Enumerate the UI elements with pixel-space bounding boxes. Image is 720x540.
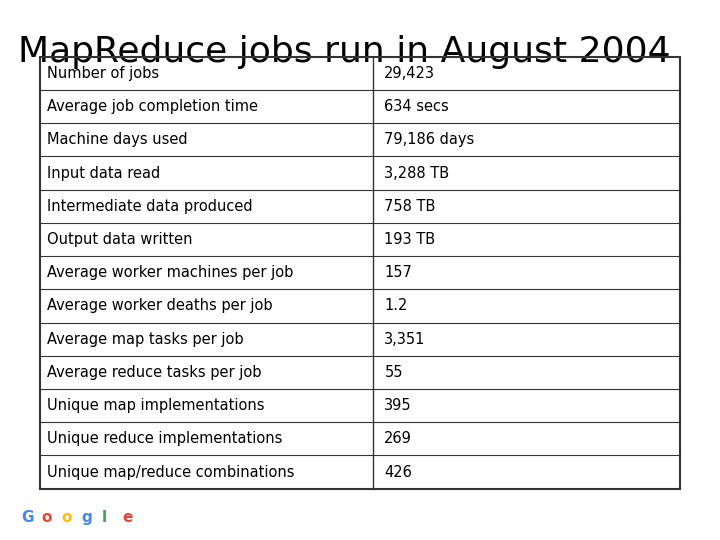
- Text: 395: 395: [384, 398, 412, 413]
- Text: Intermediate data produced: Intermediate data produced: [48, 199, 253, 214]
- Text: e: e: [122, 510, 132, 524]
- Text: Output data written: Output data written: [48, 232, 193, 247]
- Text: 79,186 days: 79,186 days: [384, 132, 474, 147]
- Text: 29,423: 29,423: [384, 66, 436, 81]
- Text: MapReduce jobs run in August 2004: MapReduce jobs run in August 2004: [18, 35, 670, 69]
- Text: 3,351: 3,351: [384, 332, 426, 347]
- Text: 1.2: 1.2: [384, 299, 408, 313]
- Text: o: o: [42, 510, 52, 524]
- Text: 157: 157: [384, 265, 413, 280]
- Text: 269: 269: [384, 431, 413, 447]
- Text: Average worker machines per job: Average worker machines per job: [48, 265, 294, 280]
- Text: Machine days used: Machine days used: [48, 132, 188, 147]
- Text: 193 TB: 193 TB: [384, 232, 436, 247]
- Text: Unique reduce implementations: Unique reduce implementations: [48, 431, 283, 447]
- Text: Average job completion time: Average job completion time: [48, 99, 258, 114]
- Text: 634 secs: 634 secs: [384, 99, 449, 114]
- Text: Average worker deaths per job: Average worker deaths per job: [48, 299, 273, 313]
- Text: g: g: [82, 510, 93, 524]
- Text: 426: 426: [384, 464, 413, 480]
- Text: Average map tasks per job: Average map tasks per job: [48, 332, 244, 347]
- Text: Input data read: Input data read: [48, 165, 161, 180]
- Text: Unique map implementations: Unique map implementations: [48, 398, 265, 413]
- Text: o: o: [62, 510, 72, 524]
- Text: Unique map/reduce combinations: Unique map/reduce combinations: [48, 464, 294, 480]
- Text: G: G: [22, 510, 34, 524]
- Text: Number of jobs: Number of jobs: [48, 66, 159, 81]
- Text: Average reduce tasks per job: Average reduce tasks per job: [48, 365, 262, 380]
- Text: 758 TB: 758 TB: [384, 199, 436, 214]
- Text: 55: 55: [384, 365, 403, 380]
- Text: 3,288 TB: 3,288 TB: [384, 165, 449, 180]
- Text: l: l: [102, 510, 107, 524]
